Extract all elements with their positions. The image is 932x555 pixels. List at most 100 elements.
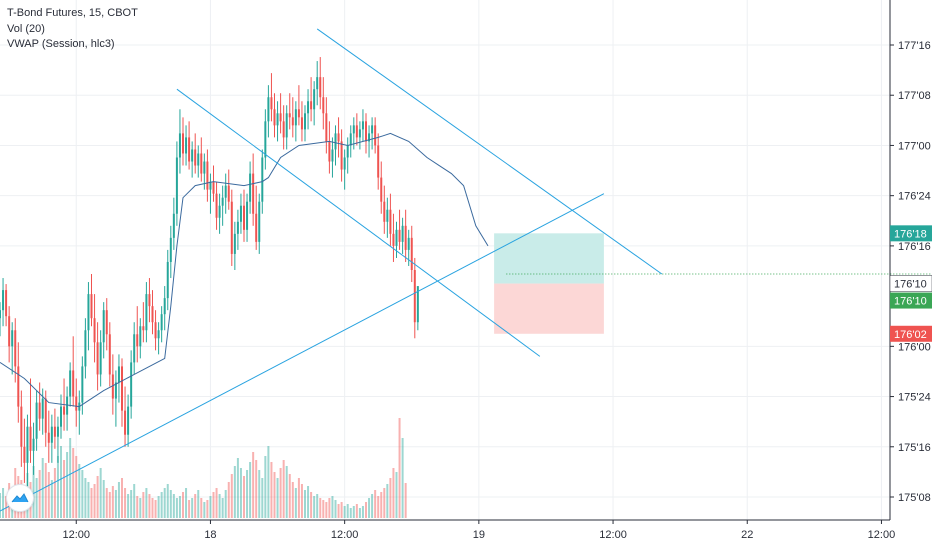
- candle-body: [380, 177, 383, 202]
- volume-bar: [233, 466, 236, 518]
- volume-bar: [145, 488, 148, 518]
- volume-bar: [87, 482, 90, 518]
- candle-body: [304, 113, 306, 130]
- price-tick-label: 176'16: [898, 241, 931, 253]
- candle-body: [8, 316, 11, 347]
- volume-bar: [32, 466, 35, 518]
- volume-bar: [285, 466, 288, 518]
- candle-body: [26, 426, 29, 463]
- price-axis[interactable]: 177'16 177'08 177'00 176'24 176'16 176'00 175'…: [889, 0, 931, 520]
- volume-bar: [297, 478, 300, 518]
- candle-body: [175, 157, 178, 214]
- volume-bar: [63, 460, 66, 518]
- candle-body: [413, 269, 416, 323]
- candle-body: [41, 398, 44, 419]
- volume-bar: [151, 498, 154, 518]
- volume-bar: [53, 468, 56, 518]
- long-position-zones[interactable]: [494, 233, 604, 334]
- volume-bar: [142, 492, 145, 518]
- volume-bar: [157, 496, 160, 518]
- candle-body: [53, 426, 56, 437]
- volume-bar: [401, 438, 404, 518]
- volume-bar: [44, 463, 47, 518]
- trendlines[interactable]: [0, 28, 932, 512]
- candle-body: [166, 261, 169, 299]
- volume-bar: [316, 494, 319, 518]
- volume-bar: [343, 506, 346, 518]
- candle-body: [349, 133, 352, 146]
- candle-body: [294, 109, 297, 126]
- price-label-target: 176'18: [890, 225, 932, 242]
- candle-body: [56, 426, 59, 437]
- candle-body: [35, 402, 38, 439]
- candle-body: [297, 109, 300, 118]
- candle-body: [5, 290, 8, 317]
- volume-bar: [69, 438, 72, 518]
- volume-study-label[interactable]: Vol (20): [7, 22, 45, 35]
- candle-body: [90, 294, 93, 319]
- candle-body: [310, 101, 313, 110]
- candle-body: [111, 374, 114, 399]
- volume-bar: [5, 496, 8, 518]
- volume-bar: [38, 470, 41, 518]
- candle-body: [401, 225, 404, 242]
- candle-body: [313, 89, 316, 110]
- volume-bar: [334, 500, 337, 518]
- price-tick-label: 176'24: [898, 191, 931, 203]
- candle-body: [0, 310, 1, 319]
- volume-bar: [117, 482, 120, 518]
- volume-bar: [56, 456, 59, 518]
- vwap-line: [0, 132, 489, 408]
- candle-body: [29, 426, 32, 451]
- candle-body: [334, 133, 337, 150]
- tradingview-logo-icon[interactable]: [6, 484, 34, 512]
- candle-body: [102, 310, 105, 343]
- candle-body: [108, 334, 111, 375]
- candle-body: [340, 141, 343, 170]
- candle-body: [63, 406, 66, 415]
- candle-body: [404, 225, 407, 250]
- volume-bar: [352, 506, 355, 518]
- volume-bar: [252, 452, 255, 518]
- symbol-title[interactable]: T-Bond Futures, 15, CBOT: [7, 7, 138, 19]
- candle-body: [371, 125, 374, 134]
- volume-bar: [130, 490, 133, 518]
- price-label-bg: [890, 325, 932, 342]
- candle-body: [221, 197, 224, 206]
- candle-body: [163, 298, 166, 315]
- vwap-study-label[interactable]: VWAP (Session, hlc3): [7, 38, 115, 50]
- price-label-text: 176'10: [894, 279, 927, 291]
- candle-body: [44, 398, 47, 433]
- candle-body: [374, 125, 377, 146]
- candle-body: [355, 125, 358, 138]
- volume-bar: [291, 482, 294, 518]
- volume-bar: [221, 498, 224, 518]
- time-tick-label: 19: [473, 529, 485, 541]
- candle-body: [178, 133, 181, 158]
- candle-body: [17, 366, 20, 407]
- time-tick-label: 12:00: [62, 529, 90, 541]
- candle-body: [124, 410, 127, 435]
- candle-body: [316, 77, 319, 90]
- volume-bar: [66, 452, 69, 518]
- candle-body: [276, 113, 279, 126]
- volume-bar: [389, 478, 392, 518]
- candle-body: [182, 133, 184, 154]
- volume-bar: [99, 468, 102, 518]
- volume-bar: [386, 484, 389, 518]
- volume-bar: [160, 492, 163, 518]
- volume-bar: [377, 496, 380, 518]
- price-tick-label: 177'00: [898, 140, 931, 152]
- candle-body: [160, 314, 163, 331]
- volume-bar: [154, 500, 157, 518]
- volume-bar: [41, 458, 44, 518]
- price-tick-label: 175'24: [898, 392, 931, 404]
- volume-bar: [300, 484, 303, 518]
- volume-bar: [267, 446, 270, 518]
- candle-body: [157, 330, 160, 339]
- volume-bar: [75, 456, 78, 518]
- candle-body: [69, 370, 72, 397]
